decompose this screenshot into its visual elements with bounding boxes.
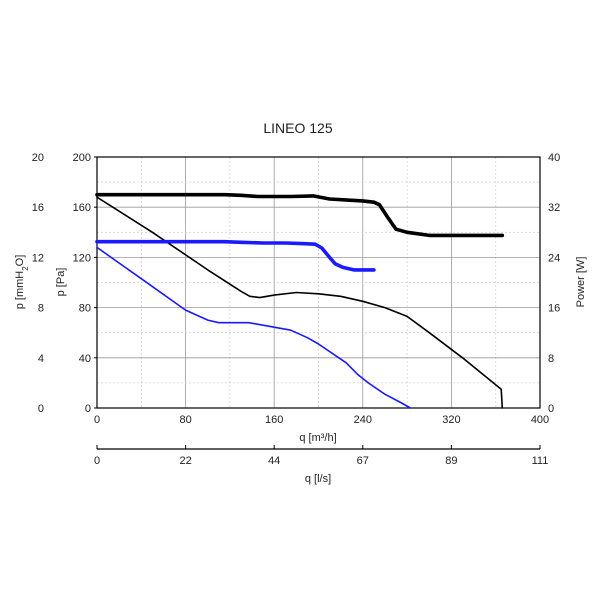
plot-frame: [96, 156, 541, 409]
left-outer-axis-tick-label: 12: [32, 252, 44, 264]
secondary-x-tick-label: 0: [94, 455, 100, 467]
left-axis-ticks: 0 40 80 120 160 200: [73, 152, 97, 415]
secondary-x-tick-label: 67: [357, 455, 369, 467]
left-axis-tick-label: 40: [79, 353, 91, 365]
x-axis-tick-label: 400: [531, 414, 549, 426]
bottom-axis-ticks: 0 80 160 240 320 400: [94, 414, 549, 426]
secondary-x-tick-label: 89: [445, 455, 457, 467]
black-power-curve: [95, 192, 505, 238]
right-axis-label: Power [W]: [575, 257, 587, 308]
chart-title: LINEO 125: [263, 120, 332, 136]
blue-pressure-curve: [96, 246, 412, 409]
series-group: [95, 192, 505, 409]
left-outer-axis-tick-label: 0: [38, 403, 44, 415]
blue-power-curve: [95, 239, 376, 272]
black-pressure-curve: [96, 196, 504, 409]
left-outer-axis-tick-label: 8: [38, 303, 44, 315]
right-axis-tick-label: 40: [548, 152, 560, 164]
left-axis-tick-label: 80: [79, 303, 91, 315]
left-outer-axis-tick-label: 4: [38, 353, 44, 365]
left-axis-tick-label: 0: [85, 403, 91, 415]
x-axis-tick-label: 160: [265, 414, 283, 426]
secondary-x-tick-label: 44: [268, 455, 280, 467]
left-outer-axis-ticks: 0 4 8 12 16 20: [32, 152, 44, 415]
x-axis-tick-label: 80: [179, 414, 191, 426]
left-axis-tick-label: 160: [73, 202, 91, 214]
right-axis-tick-label: 32: [548, 202, 560, 214]
left-outer-axis-tick-label: 16: [32, 202, 44, 214]
x-axis-tick-label: 0: [94, 414, 100, 426]
right-axis-tick-label: 8: [548, 353, 554, 365]
left-axis-tick-label: 120: [73, 252, 91, 264]
x-axis-tick-label: 320: [442, 414, 460, 426]
secondary-axis-ticks: 0 22 44 67 89 111: [94, 445, 548, 467]
x-axis-tick-label: 240: [354, 414, 372, 426]
left-outer-axis-tick-label: 20: [32, 152, 44, 164]
right-axis-ticks: 0 8 16 24 32 40: [548, 152, 560, 415]
left-axis-label: p [Pa]: [55, 268, 67, 297]
secondary-x-tick-label: 111: [532, 455, 549, 467]
left-outer-axis-label: p [mmH2O]: [14, 255, 30, 310]
right-axis-tick-label: 16: [548, 303, 560, 315]
left-axis-tick-label: 200: [73, 152, 91, 164]
right-axis-tick-label: 0: [548, 403, 554, 415]
right-axis-tick-label: 24: [548, 252, 560, 264]
secondary-x-tick-label: 22: [179, 455, 191, 467]
secondary-x-axis-label: q [l/s]: [305, 473, 331, 485]
x-axis-label: q [m³/h]: [299, 432, 336, 444]
